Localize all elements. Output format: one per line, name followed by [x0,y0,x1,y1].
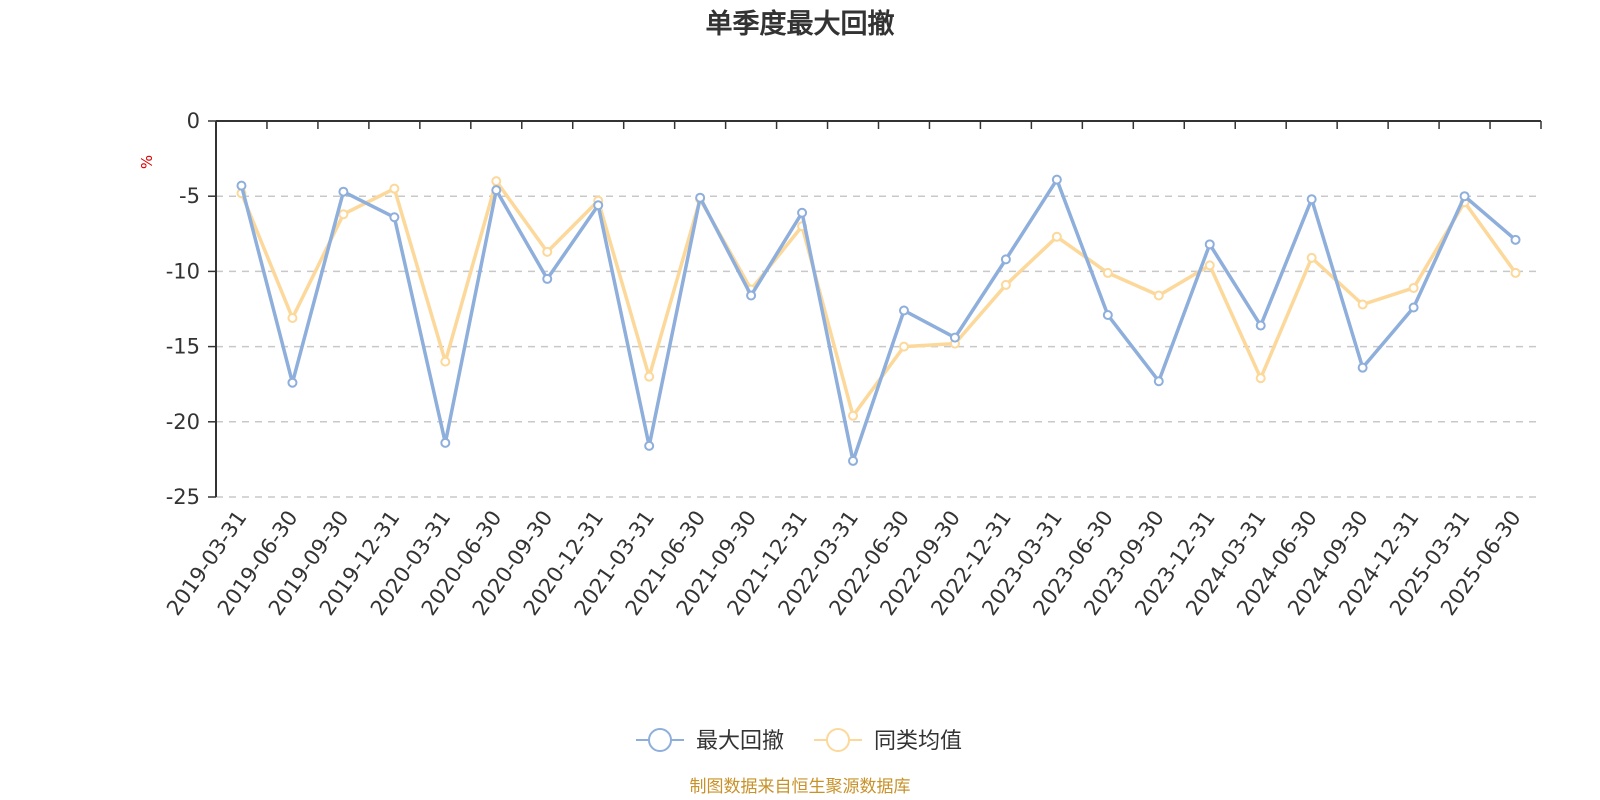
data-source-note: 制图数据来自恒生聚源数据库 [690,777,911,797]
data-point [695,192,706,203]
data-point [1357,362,1368,373]
data-point [491,185,502,196]
y-tick-label: 0 [187,109,200,133]
data-point [848,455,859,466]
data-point [1000,254,1011,265]
data-point [644,440,655,451]
data-point [1204,239,1215,250]
data-point [746,290,757,301]
legend-marker-icon [826,728,850,752]
data-point [1204,260,1215,271]
grid-lines [216,195,1541,498]
data-point [1153,290,1164,301]
data-point [542,246,553,257]
data-point [389,212,400,223]
data-point [1459,191,1470,202]
axes: 0-5-10-15-20-252019-03-312019-06-302019-… [162,109,1542,620]
y-axis-unit: % [138,155,156,169]
data-point [440,437,451,448]
data-point [338,209,349,220]
legend-item-0[interactable]: 最大回撤 [636,728,784,754]
data-point [287,313,298,324]
data-point [949,332,960,343]
data-point [338,186,349,197]
data-point [1255,373,1266,384]
data-point [1306,194,1317,205]
data-point [593,200,604,211]
legend-marker-icon [648,728,672,752]
data-point [1306,252,1317,263]
legend[interactable]: 最大回撤 同类均值 [636,728,962,754]
data-point [1408,282,1419,293]
data-point [1255,320,1266,331]
data-point [1153,376,1164,387]
data-point [1408,302,1419,313]
data-point [1102,267,1113,278]
data-point [644,371,655,382]
data-point [236,180,247,191]
legend-label: 最大回撤 [696,729,784,754]
data-point [1051,231,1062,242]
data-point [898,305,909,316]
series-lines [236,174,1521,466]
y-tick-label: -25 [166,485,200,509]
chart-title: 单季度最大回撤 [706,8,895,40]
data-point [491,176,502,187]
data-point [389,183,400,194]
data-point [287,377,298,388]
data-point [1357,299,1368,310]
data-point [542,273,553,284]
series-line-0 [239,177,1517,463]
data-point [1051,174,1062,185]
y-tick-label: -10 [166,259,200,283]
data-point [1510,267,1521,278]
y-tick-label: -20 [166,410,200,434]
y-tick-label: -15 [166,335,200,359]
data-point [440,356,451,367]
data-point [1510,234,1521,245]
legend-label: 同类均值 [874,729,962,754]
data-point [797,207,808,218]
data-point [1102,310,1113,321]
y-tick-label: -5 [179,184,200,208]
data-point [1000,279,1011,290]
legend-item-1[interactable]: 同类均值 [814,728,962,754]
data-point [848,410,859,421]
data-point [898,341,909,352]
